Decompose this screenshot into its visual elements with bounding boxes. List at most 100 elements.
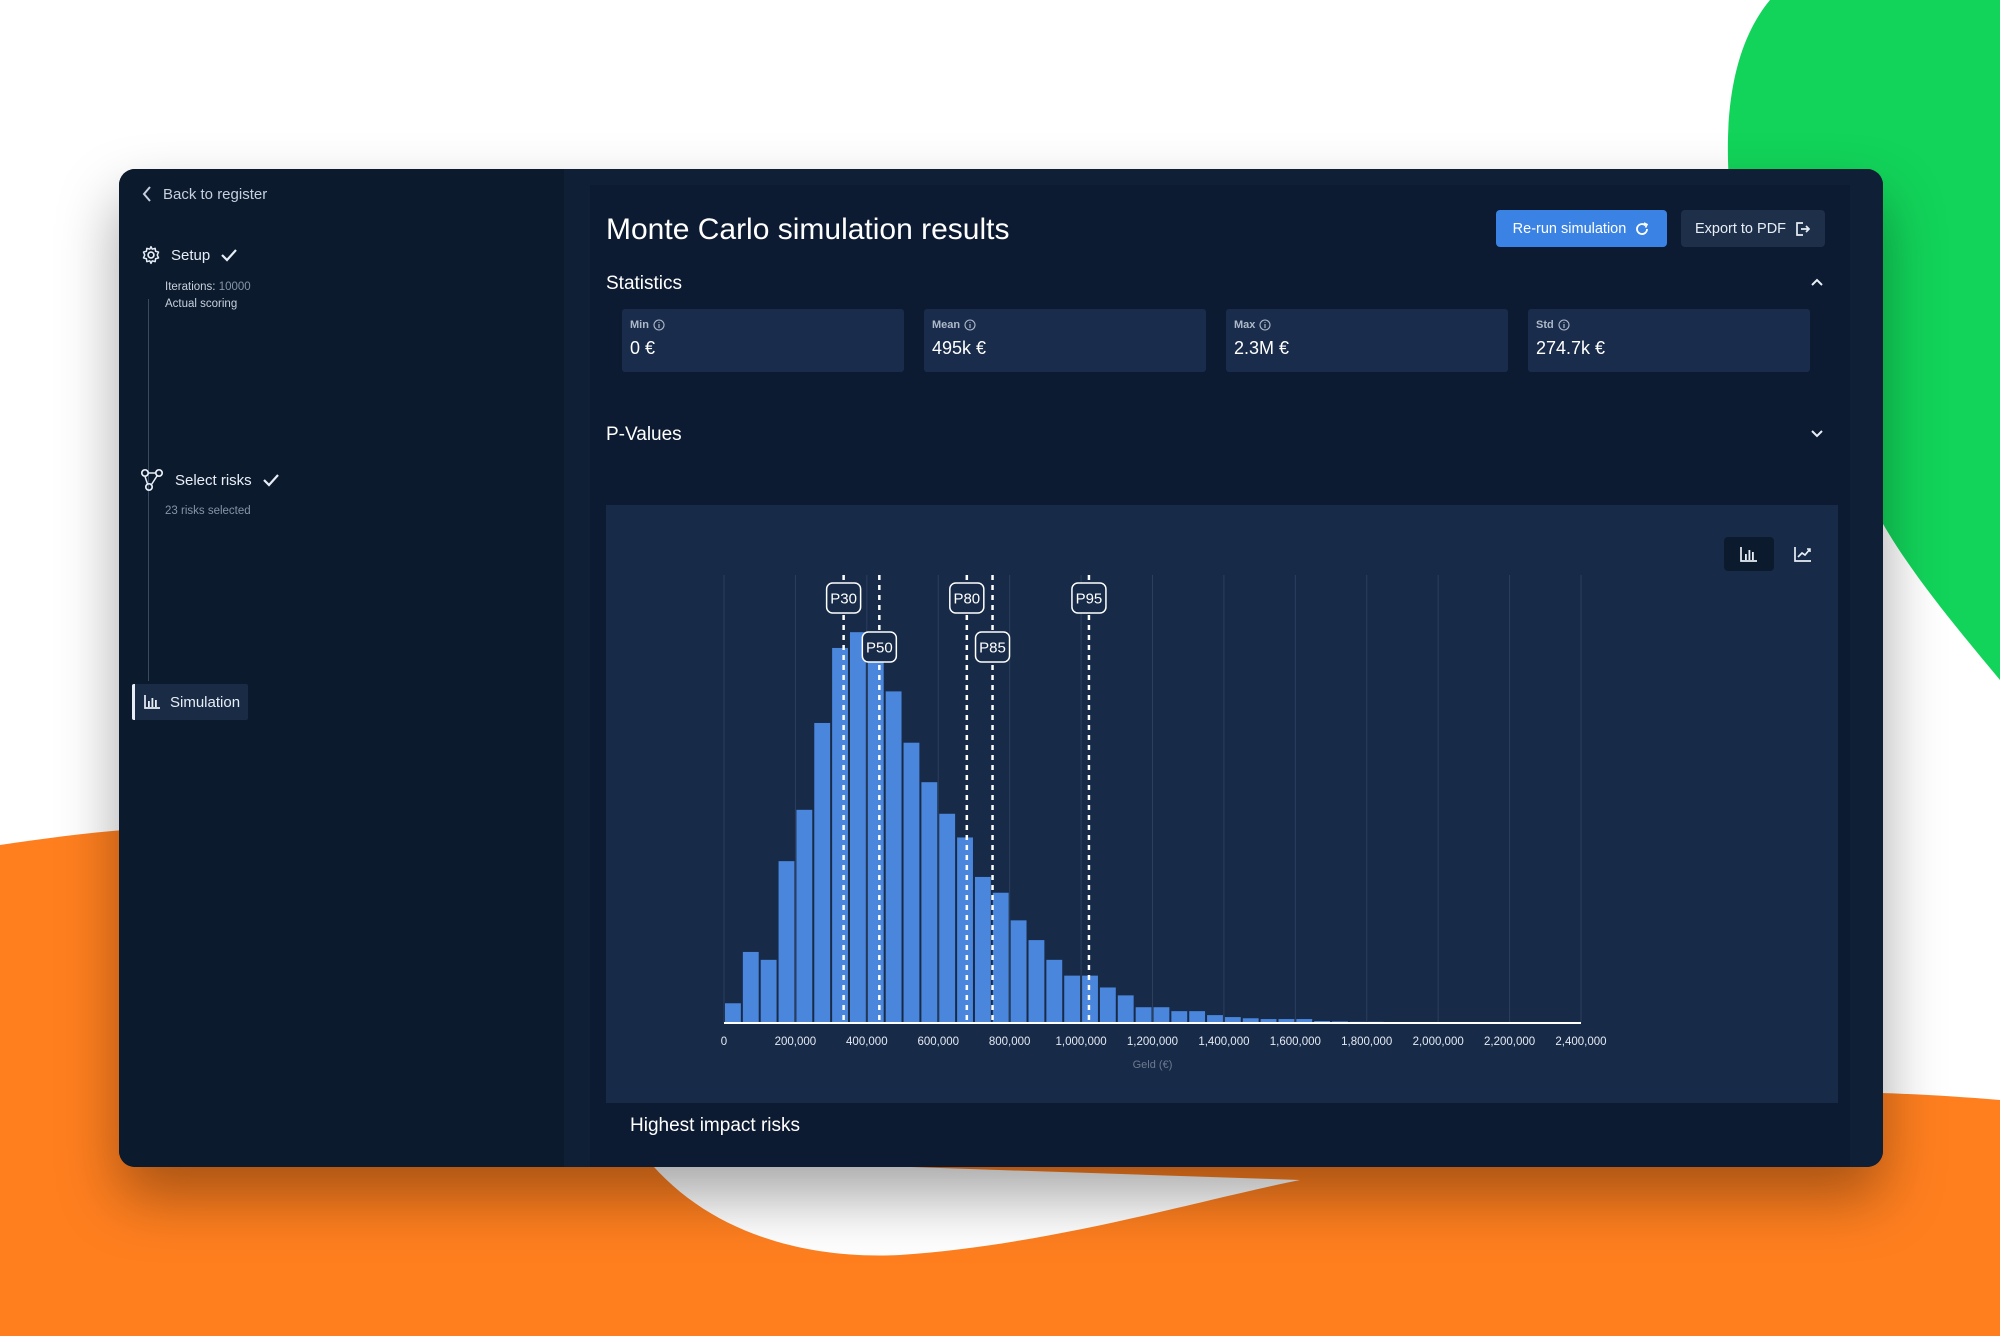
percentile-label: P95 [1076, 591, 1103, 608]
histogram-bar [1046, 959, 1063, 1023]
main-content: Monte Carlo simulation results Re-run si… [564, 169, 1883, 1167]
iterations-label: Iterations: [165, 281, 216, 293]
stat-max-value: 2.3M € [1234, 338, 1290, 358]
step-setup-label: Setup [171, 246, 211, 264]
histogram-bar [1117, 995, 1134, 1023]
percentile-label: P30 [830, 591, 857, 608]
histogram-bar [885, 691, 902, 1023]
stat-mean-label: Mean [932, 319, 961, 331]
percentile-label-box [861, 631, 898, 663]
histogram-bar [867, 644, 884, 1023]
percentile-label-box [974, 631, 1011, 663]
histogram-view-button[interactable] [1724, 537, 1774, 571]
stat-min-label: Min [630, 319, 649, 331]
x-tick-label: 400,000 [846, 1036, 888, 1048]
percentile-label-box [1071, 582, 1107, 614]
select-risks-details: 23 risks selected [165, 503, 251, 520]
histogram-bar [1207, 1015, 1223, 1023]
histogram-bar [939, 813, 956, 1023]
export-label: Export to PDF [1694, 220, 1787, 237]
histogram-bar [1278, 1019, 1295, 1023]
histogram-bar [1135, 1007, 1152, 1023]
chevron-left-icon [142, 186, 151, 202]
sidebar: Back to register Setup Iterations: 10000… [119, 169, 564, 1167]
chevron-up-icon[interactable] [1810, 277, 1824, 287]
stat-card-std: Std 274.7k € [1528, 309, 1810, 372]
histogram-bar [1099, 987, 1116, 1023]
gear-icon [142, 245, 160, 265]
stat-max-label: Max [1234, 319, 1256, 331]
stat-label-mean: Mean [932, 319, 1198, 331]
histogram-bar [992, 892, 1009, 1023]
step-select-risks-label: Select risks [175, 471, 252, 489]
step-simulation-label: Simulation [170, 693, 241, 711]
chevron-down-icon[interactable] [1810, 429, 1824, 439]
x-tick-label: 1,800,000 [1341, 1036, 1392, 1048]
step-setup[interactable]: Setup [141, 245, 238, 265]
info-icon[interactable] [653, 319, 665, 331]
stat-std-label: Std [1536, 319, 1554, 331]
histogram-bar [1153, 1007, 1170, 1023]
histogram-bar [1260, 1019, 1277, 1023]
bar-chart-icon [144, 695, 160, 709]
x-tick-label: 200,000 [775, 1036, 817, 1048]
stat-card-max: Max 2.3M € [1226, 309, 1508, 372]
percentile-label-box [825, 582, 862, 614]
histogram-chart: 0 200,000 400,000 600,000 800,000 1,000,000 1,… [606, 505, 1838, 1103]
histogram-bar [849, 632, 866, 1023]
histogram-bar [921, 782, 938, 1023]
x-tick-label: 600,000 [917, 1036, 959, 1048]
step-rail [148, 525, 149, 681]
histogram-bar [832, 647, 848, 1023]
export-icon [1796, 221, 1811, 236]
rerun-label: Re-run simulation [1512, 220, 1627, 237]
histogram-bar [1242, 1018, 1259, 1023]
stat-label-std: Std [1536, 319, 1802, 331]
highest-impact-heading: Highest impact risks [630, 1115, 800, 1136]
risks-selected-label: 23 risks selected [165, 505, 251, 517]
export-pdf-button[interactable]: Export to PDF [1681, 210, 1825, 247]
line-view-button[interactable] [1778, 537, 1828, 571]
histogram-bar [1296, 1019, 1313, 1023]
info-icon[interactable] [1259, 319, 1271, 331]
stat-label-min: Min [630, 319, 896, 331]
step-select-risks[interactable]: Select risks [139, 467, 280, 493]
histogram-bar [725, 1003, 741, 1023]
x-tick-label: 800,000 [989, 1036, 1031, 1048]
check-icon [262, 474, 279, 487]
refresh-icon [1636, 221, 1649, 235]
histogram-bar [1189, 1011, 1206, 1023]
stat-label-max: Max [1234, 319, 1500, 331]
histogram-bar [957, 837, 973, 1023]
info-icon[interactable] [964, 319, 976, 331]
stat-card-mean: Mean 495k € [924, 309, 1206, 372]
x-tick-label: 2,200,000 [1484, 1036, 1535, 1048]
white-swoosh [640, 1150, 1300, 1256]
bar-chart-icon [1740, 547, 1757, 562]
histogram-bar [760, 959, 777, 1023]
line-chart-icon [1794, 547, 1811, 562]
stat-card-min: Min 0 € [622, 309, 904, 372]
hierarchy-icon [140, 468, 164, 492]
info-icon[interactable] [1558, 319, 1570, 331]
percentile-label: P80 [953, 591, 980, 608]
percentile-label: P85 [979, 640, 1006, 657]
page-title: Monte Carlo simulation results [606, 213, 1010, 246]
x-tick-label: 1,600,000 [1270, 1036, 1321, 1048]
setup-details: Iterations: 10000 Actual scoring [165, 279, 251, 313]
statistics-heading: Statistics [606, 273, 683, 294]
check-icon [221, 249, 238, 262]
histogram-bar [974, 876, 991, 1023]
histogram-bar [796, 809, 813, 1023]
results-panel: Monte Carlo simulation results Re-run si… [590, 185, 1850, 1167]
back-to-register-link[interactable]: Back to register [141, 185, 267, 203]
iterations-value: 10000 [218, 281, 251, 293]
rerun-simulation-button[interactable]: Re-run simulation [1496, 210, 1667, 247]
stat-std-value: 274.7k € [1536, 338, 1606, 358]
histogram-bar [1010, 920, 1027, 1023]
x-tick-label: 2,400,000 [1555, 1036, 1606, 1048]
histogram-bar [778, 861, 795, 1023]
x-tick-label: 0 [721, 1036, 727, 1048]
step-simulation[interactable]: Simulation [132, 684, 248, 720]
x-tick-label: 1,200,000 [1127, 1036, 1178, 1048]
